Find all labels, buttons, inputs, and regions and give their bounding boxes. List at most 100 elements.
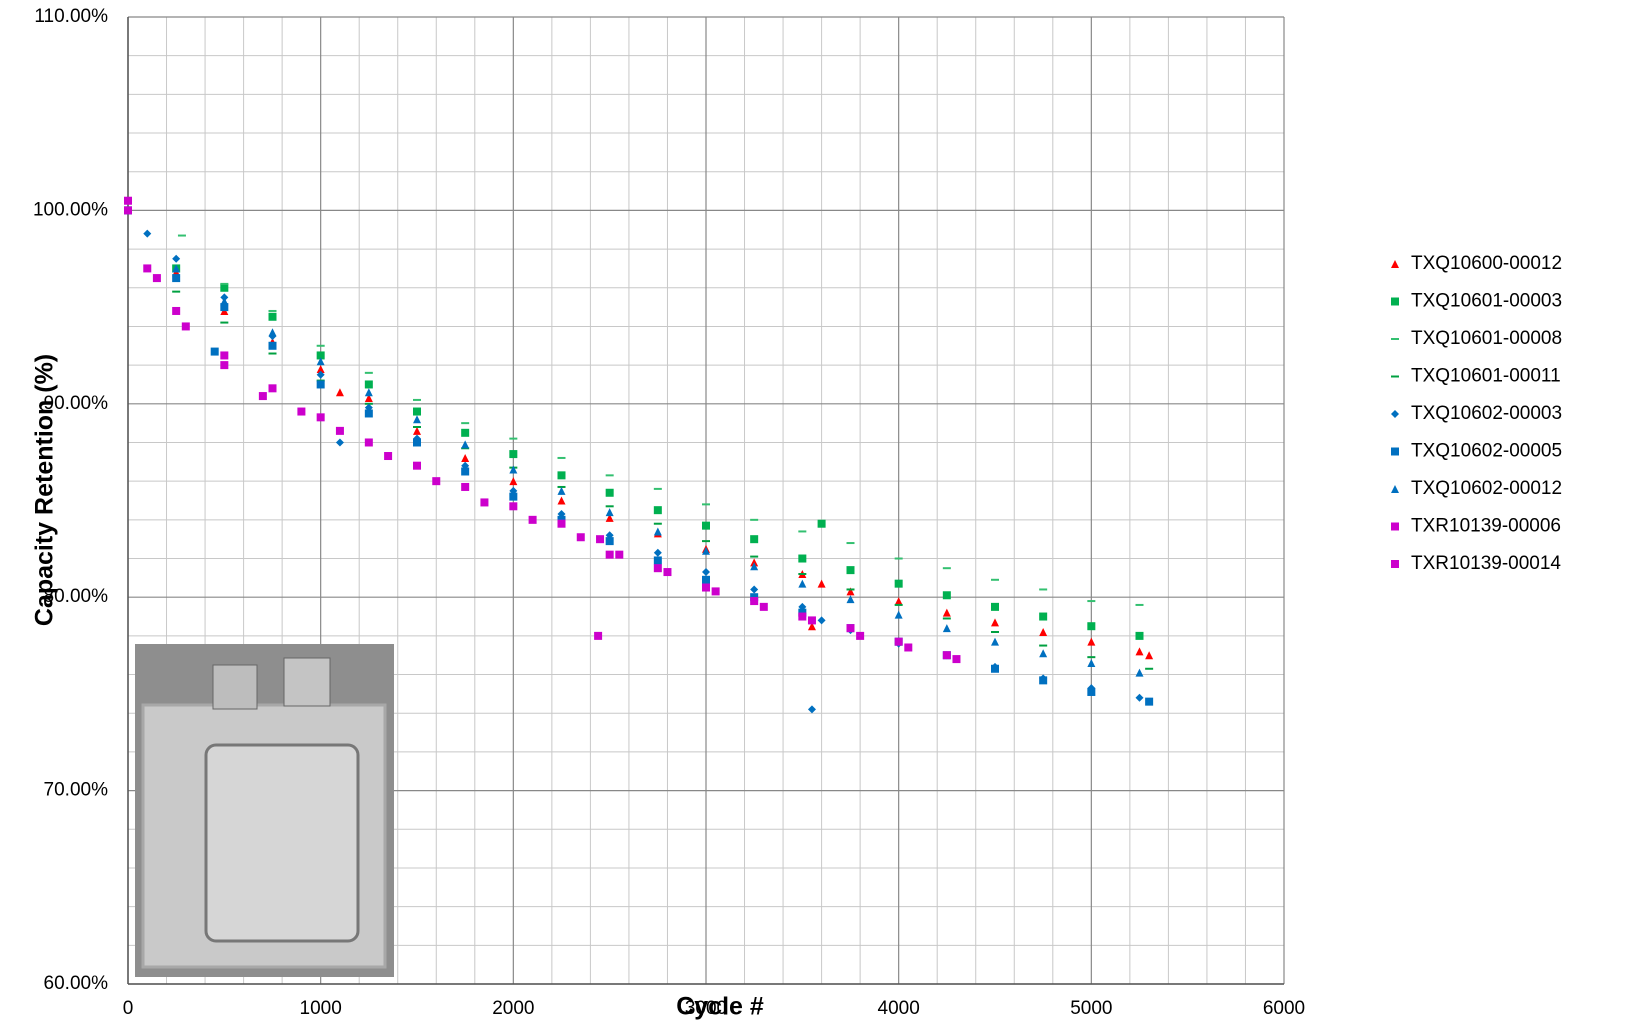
point [316,413,325,422]
point [615,550,624,559]
x-axis-title: Cycle # [676,993,764,1021]
point [807,622,816,631]
point [364,409,373,418]
point [172,254,181,263]
point [461,467,470,476]
point [316,364,325,373]
x-tick-label: 6000 [1263,998,1305,1019]
legend-label: TXR10139-00006 [1411,516,1561,537]
point [605,508,614,517]
x-tick-label: 4000 [878,998,920,1019]
point [942,651,951,660]
point [991,664,999,673]
point [605,513,614,522]
point [991,602,999,611]
point [1135,647,1144,656]
point [894,579,903,588]
point [268,328,277,337]
point [1087,622,1096,631]
legend: TXQ10600-00012 TXQ10601-00003 TXQ10601-000… [1391,253,1562,574]
point [210,347,219,356]
point [952,655,961,664]
point [124,206,132,215]
point [268,312,277,321]
point [316,380,325,389]
y-tick-label: 100.00% [33,199,108,220]
point [384,452,393,461]
point [942,608,951,617]
point [991,637,999,646]
point [904,643,913,652]
point [220,351,229,360]
point [1145,697,1154,706]
point [807,705,816,714]
y-tick-label: 90.00% [44,393,109,414]
legend-label: TXR10139-00014 [1411,553,1561,574]
point [605,550,614,559]
point [653,564,662,573]
legend-marker [1391,260,1399,268]
point [335,426,344,435]
point [1039,676,1048,685]
point [480,498,489,507]
point [942,624,951,633]
point [461,482,470,491]
legend-label: TXQ10601-00008 [1411,328,1562,349]
point [1039,649,1048,658]
point [461,440,470,449]
legend-marker [1391,522,1399,531]
legend-label: TXQ10602-00003 [1411,403,1562,424]
x-tick-label: 1000 [300,998,342,1019]
point [316,370,325,379]
point [846,595,855,604]
point [413,438,421,447]
marks [124,196,1154,714]
point [220,297,229,306]
point [297,407,306,416]
y-tick-label: 110.00% [34,6,108,27]
point [596,535,605,544]
point [605,537,614,546]
point [702,521,710,530]
x-tick-label: 5000 [1070,998,1112,1019]
point [653,527,662,536]
point [1135,631,1144,640]
point [1087,637,1096,646]
point [605,488,614,497]
point [653,556,662,565]
legend-label: TXQ10602-00012 [1411,478,1562,499]
y-axis-title: Capacity Retention (%) [31,354,59,626]
point [557,496,566,505]
point [846,587,855,596]
point [143,264,152,273]
x-tick-label: 3000 [685,998,727,1019]
legend-label: TXQ10601-00003 [1411,291,1562,312]
point [702,568,710,577]
point [258,392,267,401]
point [894,637,903,646]
point [1087,687,1096,696]
point [268,341,277,350]
point [807,616,816,625]
point [750,535,759,544]
point [750,597,759,606]
point [413,415,421,424]
point [817,519,826,528]
y-tick-label: 80.00% [44,586,109,607]
point [509,450,518,459]
point [461,453,470,462]
point [461,428,470,437]
legend-label: TXQ10600-00012 [1411,253,1562,274]
point [364,393,373,402]
point [557,471,566,480]
point [316,351,325,360]
point [798,554,807,563]
point [124,196,132,205]
point [364,380,373,389]
point [817,579,826,588]
point [509,492,518,501]
point [364,438,373,447]
point [750,562,759,571]
point [817,616,826,625]
